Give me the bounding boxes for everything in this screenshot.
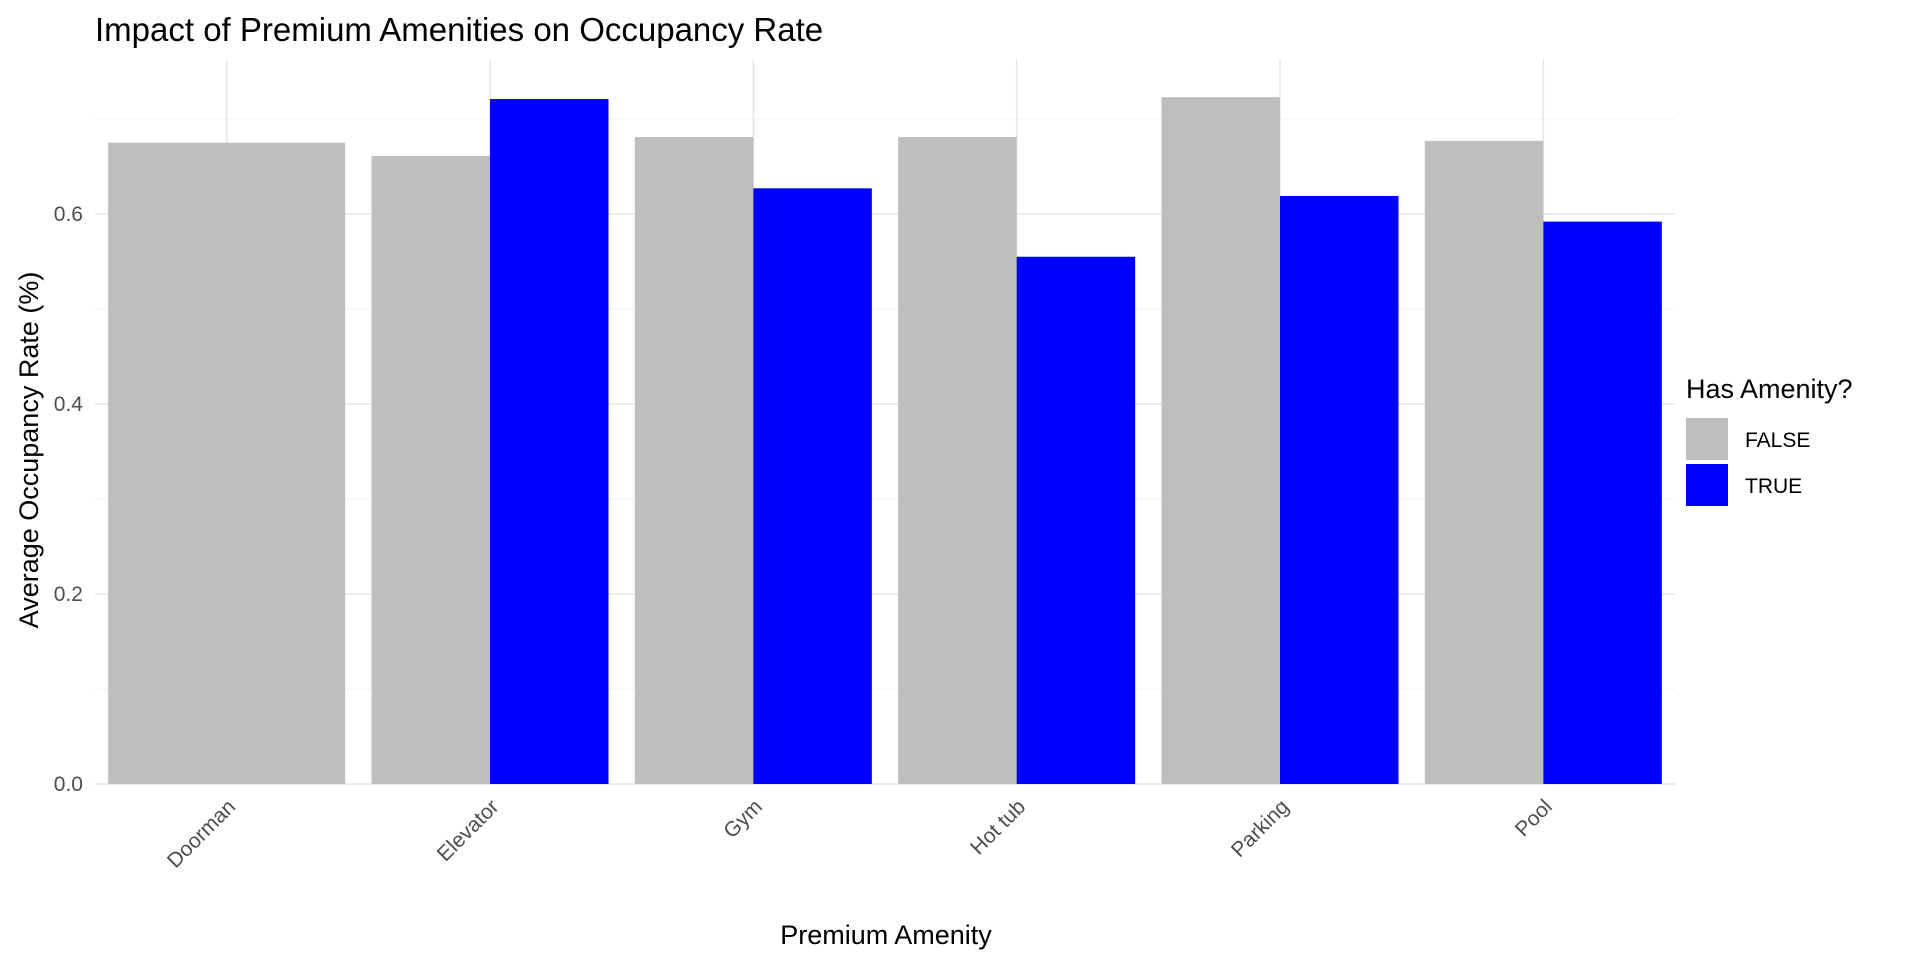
legend-swatch-true [1686, 464, 1728, 506]
legend: Has Amenity? FALSE TRUE [1686, 374, 1853, 506]
bar-hot-tub-true [1016, 256, 1136, 784]
x-tick-label: Hot tub [966, 795, 1030, 859]
chart-title: Impact of Premium Amenities on Occupancy… [95, 11, 823, 48]
y-tick-label: 0.0 [54, 773, 83, 796]
x-tick-label: Elevator [433, 795, 504, 866]
y-tick-label: 0.6 [54, 203, 83, 226]
bar-pool-true [1543, 221, 1662, 785]
bar-gym-true [753, 188, 872, 785]
x-tick-label: Gym [719, 795, 767, 843]
bar-doorman-false [108, 142, 346, 784]
bars [108, 97, 1662, 785]
x-tick-label: Pool [1511, 795, 1557, 841]
bar-pool-false [1424, 140, 1544, 785]
x-axis-title: Premium Amenity [780, 920, 992, 950]
legend-label-false: FALSE [1745, 429, 1810, 452]
bar-gym-false [634, 137, 754, 785]
x-tick-label: Doorman [163, 795, 240, 872]
y-axis-title: Average Occupancy Rate (%) [14, 272, 44, 629]
bar-elevator-false [371, 156, 490, 785]
legend-swatch-false [1686, 418, 1728, 460]
bar-parking-true [1280, 195, 1399, 784]
legend-label-true: TRUE [1745, 475, 1802, 498]
bar-hot-tub-false [898, 137, 1017, 785]
x-axis-ticks: Doorman Elevator Gym Hot tub Parking Pool [163, 795, 1557, 872]
bar-elevator-true [490, 99, 609, 785]
x-tick-label: Parking [1227, 795, 1294, 862]
y-tick-label: 0.2 [54, 583, 83, 606]
legend-title: Has Amenity? [1686, 374, 1853, 404]
y-axis-ticks: 0.0 0.2 0.4 0.6 [54, 203, 84, 796]
y-tick-label: 0.4 [54, 393, 84, 416]
legend-items: FALSE TRUE [1686, 418, 1810, 506]
bar-parking-false [1161, 97, 1280, 784]
